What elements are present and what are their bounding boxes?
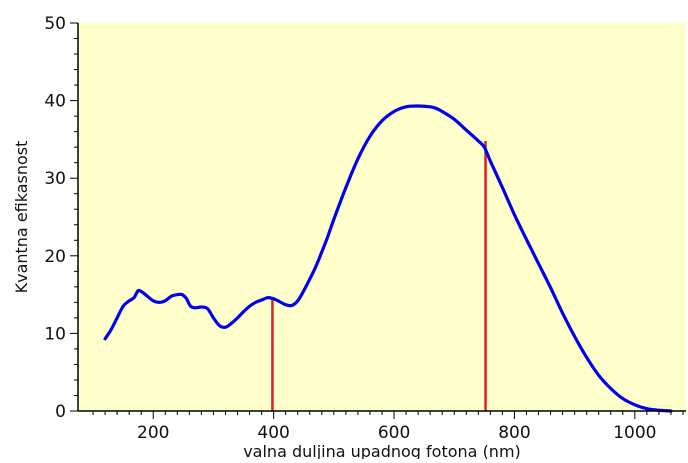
y-tick-label: 20 [44,247,66,267]
y-tick-label: 0 [55,402,66,422]
series-layer [103,104,673,413]
x-axis-label: valna duljina upadnog fotona (nm) [243,442,521,459]
y-tick-label: 40 [44,92,66,112]
x-tick-label: 800 [498,423,530,443]
x-tick-label: 1000 [613,423,656,443]
y-tick-label: 50 [44,14,66,34]
y-tick-label: 10 [44,324,66,344]
y-axis-label: Kvantna efikasnost [12,141,31,294]
plot-area [78,23,686,411]
marker-lines [271,140,487,411]
x-tick-label: 400 [257,423,289,443]
x-tick-label: 600 [378,423,410,443]
axes: 0 10 20 30 40 50 200 400 600 800 1000 [44,14,686,443]
y-tick-label: 30 [44,169,66,189]
x-tick-label: 200 [137,423,169,443]
series-line-1 [103,104,673,413]
